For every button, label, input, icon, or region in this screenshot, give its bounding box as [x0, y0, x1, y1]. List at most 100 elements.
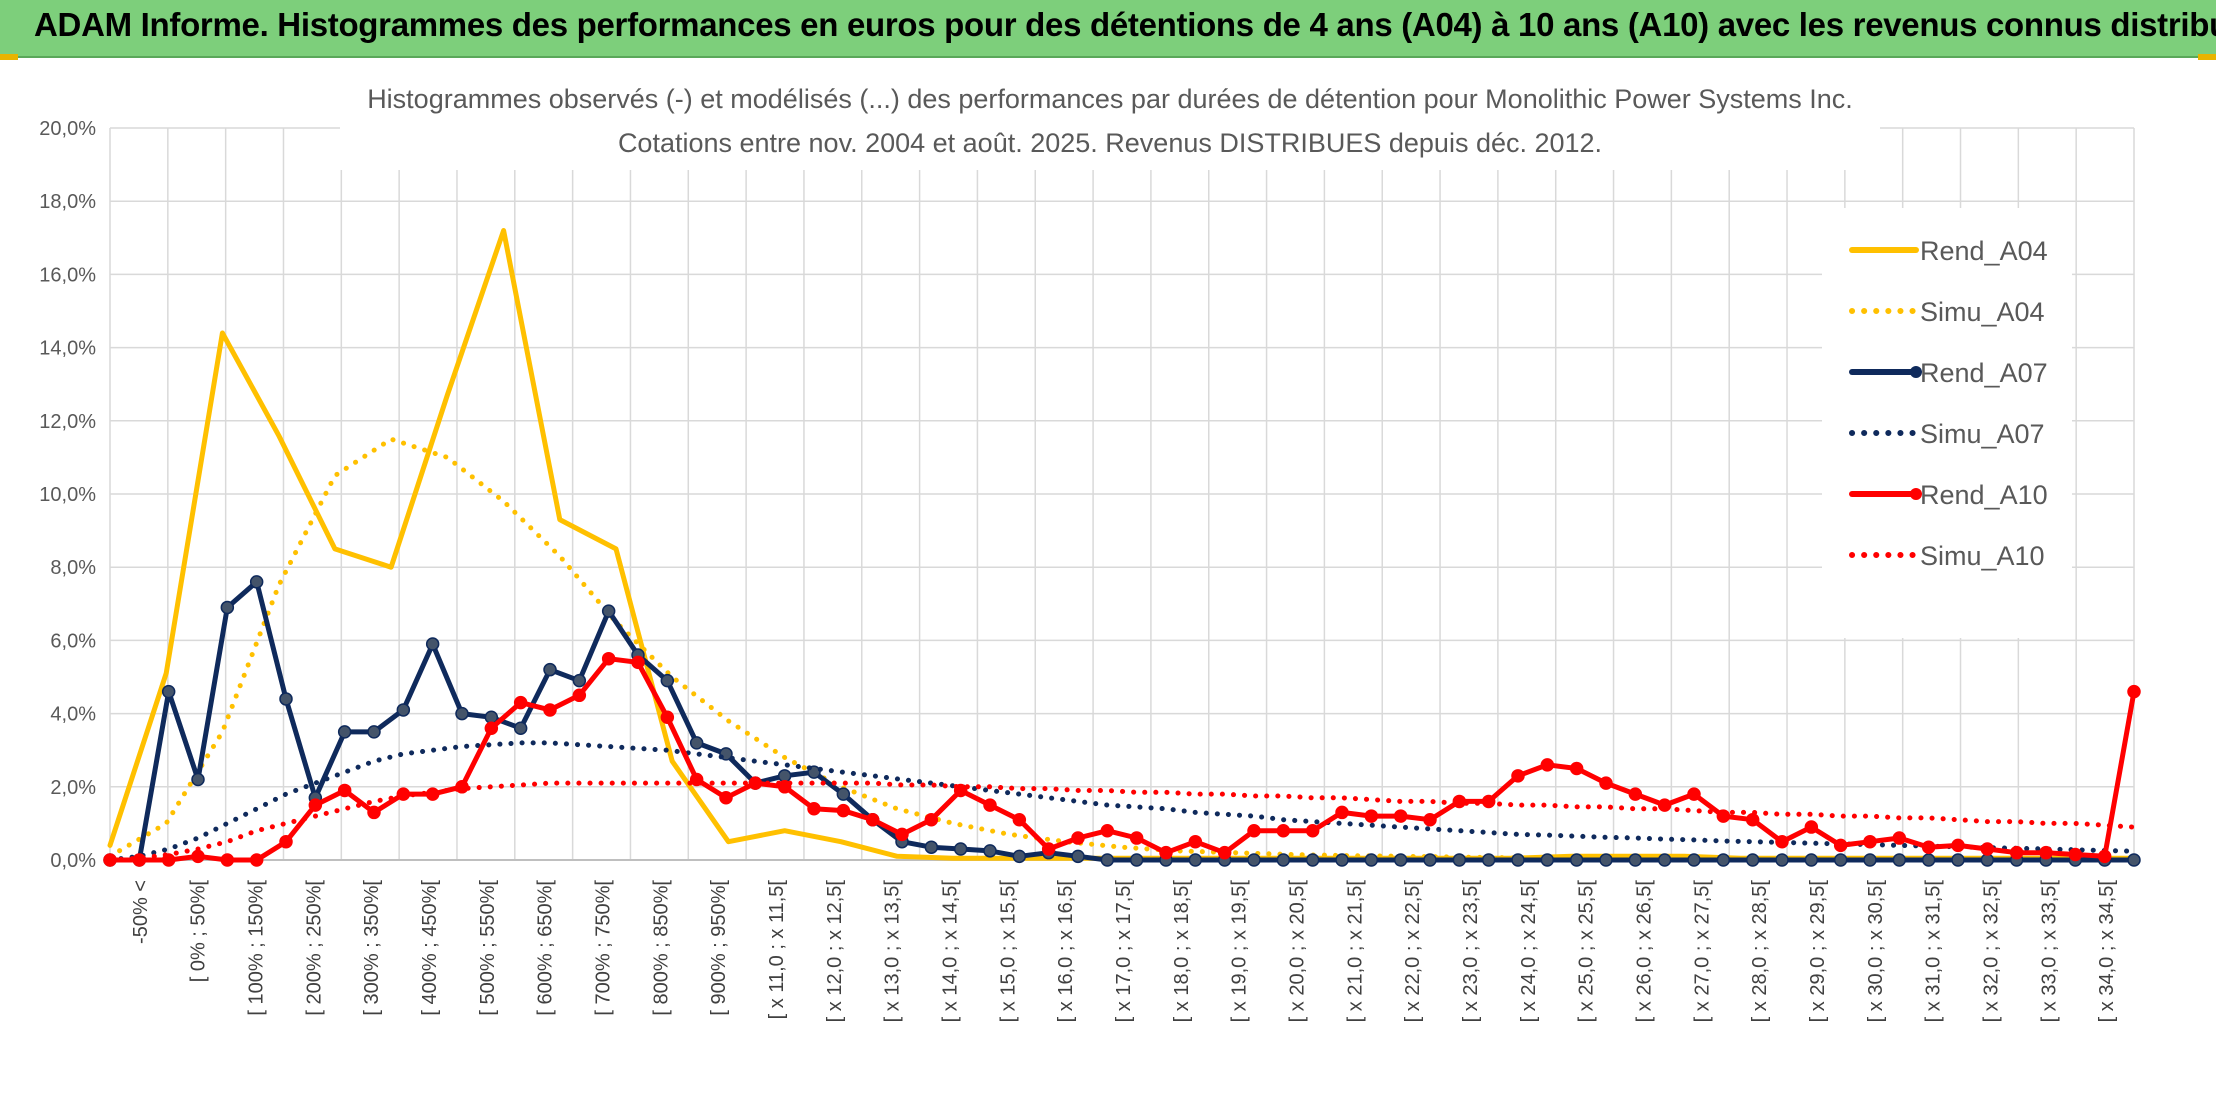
- series-layer: [103, 228, 2141, 867]
- series-line-simu_a10: [107, 780, 2137, 863]
- x-tick-label: [ 0% ; 50%[: [188, 880, 210, 983]
- data-point: [1364, 853, 1379, 867]
- y-tick-label: 10,0%: [39, 484, 96, 506]
- data-point: [572, 673, 587, 688]
- data-point: [220, 853, 235, 867]
- chart-area: 0,0% 2,0% 4,0% 6,0% 8,0% 10,0% 12,0% 14,0% 16,0%…: [0, 60, 2216, 1100]
- x-tick-label: [ 900% ; 950%[: [708, 880, 730, 1016]
- chart-subtitle: Cotations entre nov. 2004 et août. 2025.…: [618, 128, 1602, 158]
- data-point: [220, 600, 235, 615]
- data-point: [1129, 831, 1144, 845]
- x-tick-label: [ x 17,0 ; x 17,5[: [1113, 880, 1135, 1023]
- title-banner: ADAM Informe. Histogrammes des performan…: [0, 0, 2216, 58]
- x-tick-label: [ x 27,0 ; x 27,5[: [1691, 880, 1713, 1023]
- x-tick-label: [ x 22,0 ; x 22,5[: [1402, 880, 1424, 1023]
- data-point: [543, 662, 557, 677]
- data-point: [1188, 834, 1203, 849]
- data-point: [1071, 831, 1085, 845]
- data-point: [2127, 684, 2141, 699]
- data-point: [1247, 853, 1261, 867]
- data-point: [1863, 853, 1877, 867]
- series-line-simu_a07: [107, 740, 2137, 863]
- x-tick-label: [ 700% ; 750%[: [593, 880, 615, 1016]
- y-tick-label: 8,0%: [50, 557, 96, 579]
- data-point: [1305, 823, 1320, 838]
- x-tick-label: [ x 13,0 ; x 13,5[: [882, 880, 904, 1023]
- y-tick-label: 18,0%: [39, 191, 96, 213]
- legend-label: Simu_A07: [1920, 419, 2045, 449]
- x-tick-label: [ x 21,0 ; x 21,5[: [1344, 880, 1366, 1023]
- x-tick-label: [ x 24,0 ; x 24,5[: [1518, 880, 1540, 1023]
- data-point: [1628, 853, 1643, 867]
- x-tick-label: -50% <: [130, 880, 152, 944]
- data-point: [1775, 834, 1789, 849]
- data-point: [983, 844, 997, 858]
- x-tick-label: [ x 20,0 ; x 20,5[: [1286, 880, 1308, 1023]
- data-point: [1980, 842, 1995, 856]
- data-point: [484, 721, 499, 735]
- x-tick-label: [ 400% ; 450%[: [419, 880, 441, 1016]
- data-point: [1863, 834, 1877, 849]
- data-point: [279, 834, 293, 849]
- data-point: [865, 812, 880, 827]
- data-point: [367, 725, 381, 739]
- data-point: [924, 840, 939, 854]
- chart-titles: Histogrammes observés (-) et modélisés (…: [340, 70, 1880, 170]
- x-tick-label: [ 100% ; 150%[: [246, 880, 268, 1016]
- x-axis: -50% < [ 0% ; 50%[ [ 100% ; 150%[ [ 200% ; …: [110, 859, 2134, 1023]
- data-point: [2039, 845, 2053, 860]
- data-point: [1599, 853, 1613, 867]
- y-tick-label: 0,0%: [50, 850, 96, 872]
- legend-marker: [1910, 366, 1922, 378]
- data-point: [1745, 812, 1760, 827]
- data-point: [719, 791, 733, 805]
- legend-label: Rend_A07: [1920, 358, 2048, 388]
- data-point: [1041, 842, 1056, 856]
- x-tick-label: [ x 33,0 ; x 33,5[: [2038, 880, 2060, 1023]
- x-tick-label: [ x 29,0 ; x 29,5[: [1807, 880, 1829, 1023]
- data-point: [425, 787, 440, 801]
- x-tick-label: [ x 25,0 ; x 25,5[: [1576, 880, 1598, 1023]
- data-point: [1540, 758, 1555, 772]
- data-point: [953, 842, 968, 856]
- data-point: [308, 798, 323, 812]
- data-point: [1775, 853, 1789, 867]
- data-point: [1687, 853, 1701, 867]
- data-point: [396, 703, 411, 717]
- data-point: [1804, 820, 1819, 834]
- data-point: [836, 803, 851, 818]
- x-tick-label: [ x 26,0 ; x 26,5[: [1633, 880, 1655, 1023]
- data-point: [1012, 849, 1027, 864]
- data-point: [1892, 853, 1907, 867]
- x-tick-label: [ x 14,0 ; x 14,5[: [940, 880, 962, 1023]
- data-point: [1481, 853, 1496, 867]
- data-point: [807, 802, 821, 816]
- data-point: [1012, 812, 1027, 827]
- data-point: [1833, 853, 1848, 867]
- data-point: [279, 692, 293, 706]
- chart-title: Histogrammes observés (-) et modélisés (…: [367, 84, 1853, 114]
- data-point: [1569, 761, 1584, 776]
- data-point: [777, 769, 792, 783]
- data-point: [1452, 853, 1467, 867]
- data-point: [2068, 847, 2083, 862]
- x-tick-label: [ 300% ; 350%[: [361, 880, 383, 1016]
- data-point: [1276, 823, 1291, 838]
- data-point: [1364, 809, 1379, 823]
- series-line-rend_a07: [107, 579, 2137, 863]
- data-point: [572, 688, 587, 703]
- data-point: [1100, 853, 1115, 867]
- data-point: [1804, 853, 1819, 867]
- data-point: [1247, 823, 1261, 838]
- data-point: [1423, 812, 1437, 827]
- data-point: [1071, 849, 1085, 864]
- x-tick-label: [ x 23,0 ; x 23,5[: [1460, 880, 1482, 1023]
- x-tick-label: [ x 18,0 ; x 18,5[: [1171, 880, 1193, 1023]
- data-point: [836, 787, 851, 801]
- x-tick-label: [ x 15,0 ; x 15,5[: [997, 880, 1019, 1023]
- y-tick-label: 2,0%: [50, 777, 96, 799]
- data-point: [1569, 853, 1584, 867]
- data-point: [191, 772, 205, 787]
- y-tick-label: 12,0%: [39, 411, 96, 433]
- x-tick-label: [ 200% ; 250%[: [303, 880, 325, 1016]
